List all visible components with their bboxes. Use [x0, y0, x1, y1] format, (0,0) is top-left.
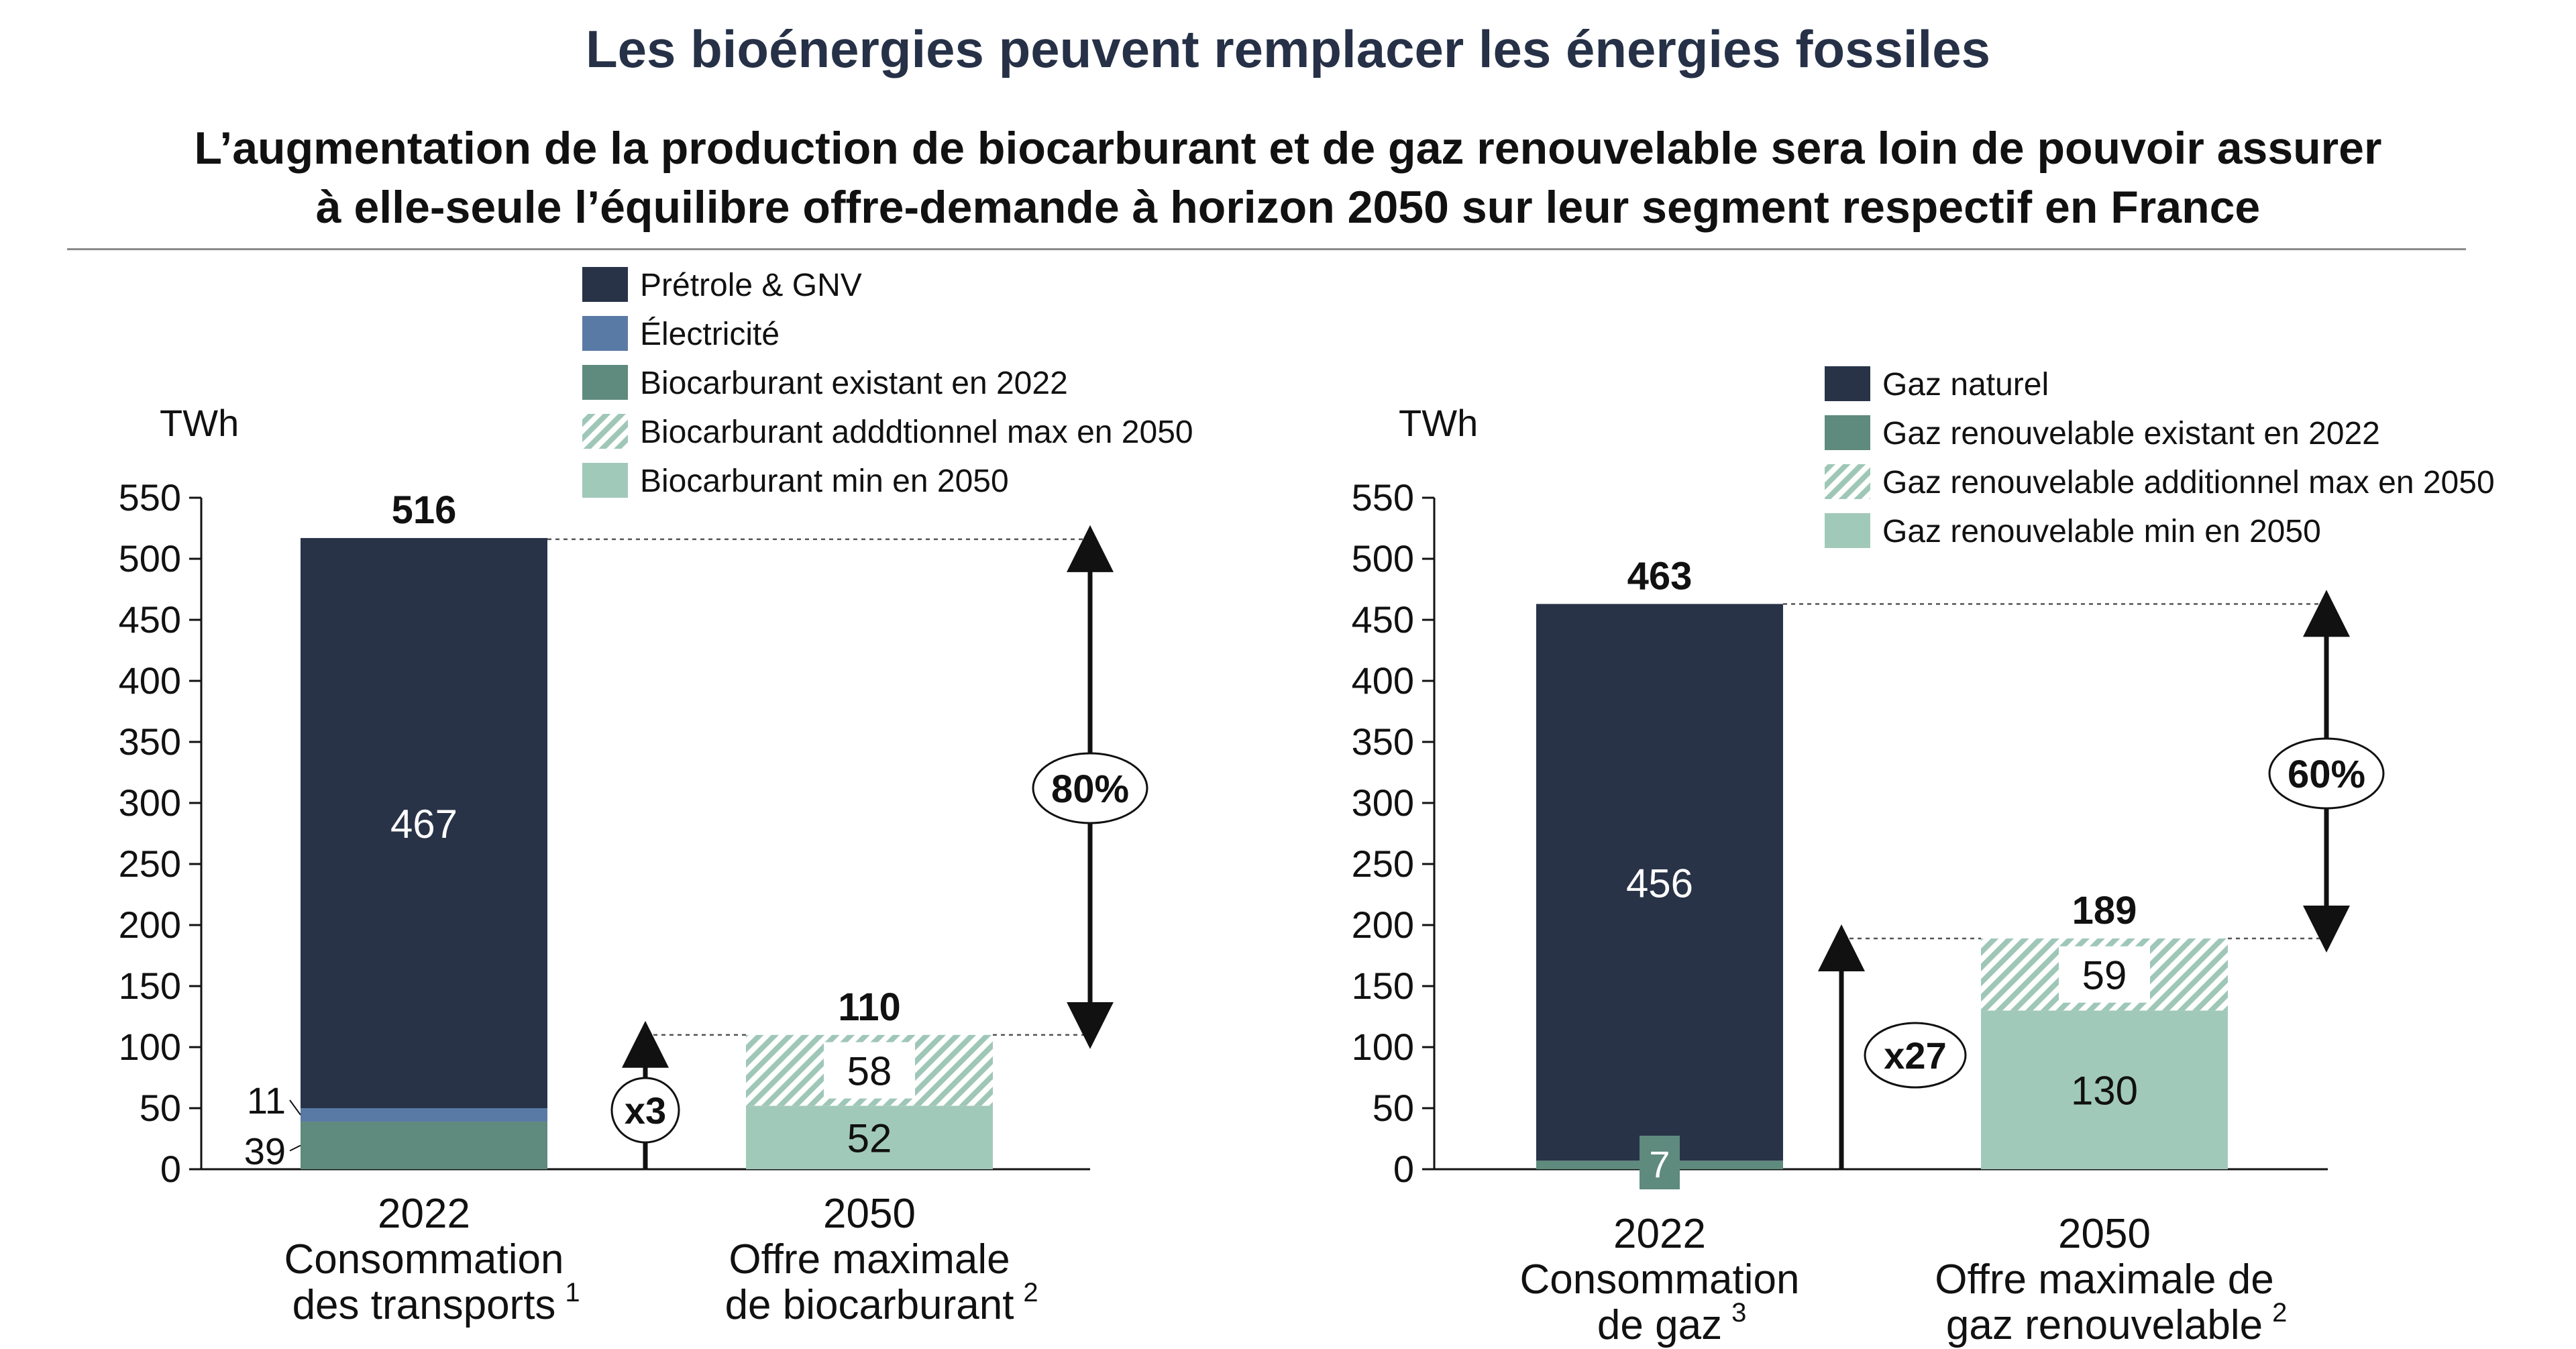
- y-tick-label: 150: [1352, 965, 1414, 1007]
- category-label: des transports: [292, 1282, 556, 1328]
- legend-label: Électricité: [640, 317, 780, 352]
- category-label: Offre maximale de: [1935, 1256, 2273, 1303]
- y-tick-label: 50: [140, 1087, 181, 1129]
- legend-label: Biocarburant existant en 2022: [640, 366, 1068, 401]
- y-tick-label: 350: [1352, 720, 1414, 763]
- chart-biocarburant: Prétrole & GNV Électricité Biocarburant ex…: [119, 267, 1193, 1328]
- y-tick-label: 550: [1352, 476, 1414, 519]
- title-divider: [67, 248, 2466, 250]
- y-tick-label: 500: [119, 537, 181, 580]
- total-label: 516: [392, 488, 457, 532]
- legend-swatch: [1825, 366, 1870, 401]
- legend-label: Prétrole & GNV: [640, 268, 862, 303]
- legend-swatch: [582, 414, 628, 449]
- gap-badge: [2268, 737, 2385, 810]
- y-tick-label: 500: [1352, 537, 1414, 580]
- segment-label: 59: [2082, 953, 2127, 998]
- y-tick-label: 550: [119, 476, 181, 519]
- legend-label: Biocarburant min en 2050: [640, 464, 1009, 499]
- legend-swatch: [1825, 513, 1870, 548]
- category-label: gaz renouvelable: [1946, 1302, 2263, 1348]
- y-tick-label: 50: [1373, 1087, 1414, 1129]
- total-label: 110: [838, 985, 901, 1029]
- multiplier-badge: [1864, 1022, 1967, 1089]
- y-tick-label: 350: [119, 720, 181, 763]
- y-tick-label: 200: [119, 904, 181, 946]
- y-tick-label: 150: [119, 965, 181, 1007]
- category-label: 2050: [823, 1191, 916, 1237]
- subtitle-line-2: à elle-seule l’équilibre offre-demande à…: [315, 182, 2261, 233]
- segment-label: 11: [247, 1079, 286, 1122]
- bar-segment: [746, 1105, 993, 1169]
- legend-swatch: [1825, 464, 1870, 499]
- footnote-marker: 3: [1731, 1298, 1746, 1328]
- segment-leader-line: [289, 1144, 301, 1152]
- legend-label: Gaz renouvelable min en 2050: [1882, 514, 2321, 549]
- segment-label: 58: [847, 1049, 892, 1094]
- y-tick-label: 0: [1393, 1148, 1414, 1190]
- footnote-marker: 2: [1023, 1278, 1038, 1307]
- page-title: Les bioénergies peuvent remplacer les én…: [586, 19, 1990, 78]
- multiplier-label: x27: [1884, 1034, 1946, 1077]
- y-axis-label: TWh: [1399, 402, 1478, 444]
- y-tick-label: 250: [119, 843, 181, 885]
- category-label: de gaz: [1597, 1302, 1722, 1348]
- segment-label: 7: [1649, 1143, 1670, 1185]
- y-tick-label: 0: [160, 1148, 181, 1190]
- legend-label: Biocarburant adddtionnel max en 2050: [640, 415, 1193, 450]
- chart-gaz: Gaz naturel Gaz renouvelable existant en …: [1352, 366, 2495, 1348]
- y-tick-label: 400: [1352, 659, 1414, 702]
- y-tick-label: 300: [1352, 781, 1414, 824]
- total-label: 463: [1627, 554, 1693, 598]
- y-tick-label: 450: [119, 598, 181, 641]
- segment-label: 130: [2071, 1069, 2138, 1114]
- gap-label: 80%: [1051, 767, 1129, 811]
- y-axis-label: TWh: [160, 402, 239, 444]
- total-label: 189: [2072, 889, 2137, 932]
- legend-swatch: [1825, 415, 1870, 450]
- segment-label: 456: [1626, 861, 1693, 906]
- y-tick-label: 300: [119, 781, 181, 824]
- segment-label-box: [2059, 946, 2150, 1003]
- segment-label-badge: [1640, 1136, 1680, 1189]
- legend-label: Gaz naturel: [1882, 367, 2049, 402]
- y-tick-label: 200: [1352, 904, 1414, 946]
- legend-label: Gaz renouvelable additionnel max en 2050: [1882, 465, 2495, 500]
- category-label: Offre maximale: [729, 1236, 1010, 1283]
- bar-segment: [301, 1122, 547, 1169]
- subtitle-line-1: L’augmentation de la production de bioca…: [194, 123, 2382, 174]
- footnote-marker: 1: [565, 1278, 580, 1307]
- segment-label-box: [824, 1042, 915, 1099]
- multiplier-label: x3: [625, 1089, 666, 1132]
- legend-label: Gaz renouvelable existant en 2022: [1882, 416, 2380, 451]
- category-label: de biocarburant: [725, 1282, 1014, 1328]
- bar-segment: [301, 538, 547, 1108]
- category-label: Consommation: [1520, 1256, 1800, 1303]
- footnote-marker: 2: [2272, 1298, 2287, 1328]
- segment-label: 467: [390, 802, 458, 847]
- segment-label: 39: [244, 1130, 286, 1173]
- segment-leader-line: [289, 1099, 301, 1116]
- legend-swatch: [582, 267, 628, 302]
- legend-swatch: [582, 316, 628, 351]
- y-tick-label: 100: [1352, 1026, 1414, 1068]
- bar-segment: [1981, 1010, 2228, 1169]
- category-label: 2022: [1613, 1211, 1706, 1257]
- legend-swatch: [582, 463, 628, 498]
- multiplier-badge: [610, 1077, 680, 1144]
- bar-segment: [301, 1108, 547, 1122]
- category-label: 2022: [378, 1191, 470, 1237]
- gap-badge: [1032, 752, 1148, 824]
- y-tick-label: 100: [119, 1026, 181, 1068]
- segment-label: 52: [847, 1116, 892, 1161]
- y-tick-label: 450: [1352, 598, 1414, 641]
- bar-segment: [1536, 604, 1783, 1161]
- category-label: 2050: [2058, 1211, 2151, 1257]
- y-tick-label: 400: [119, 659, 181, 702]
- category-label: Consommation: [284, 1236, 564, 1283]
- gap-label: 60%: [2288, 753, 2365, 796]
- y-tick-label: 250: [1352, 843, 1414, 885]
- legend-swatch: [582, 365, 628, 400]
